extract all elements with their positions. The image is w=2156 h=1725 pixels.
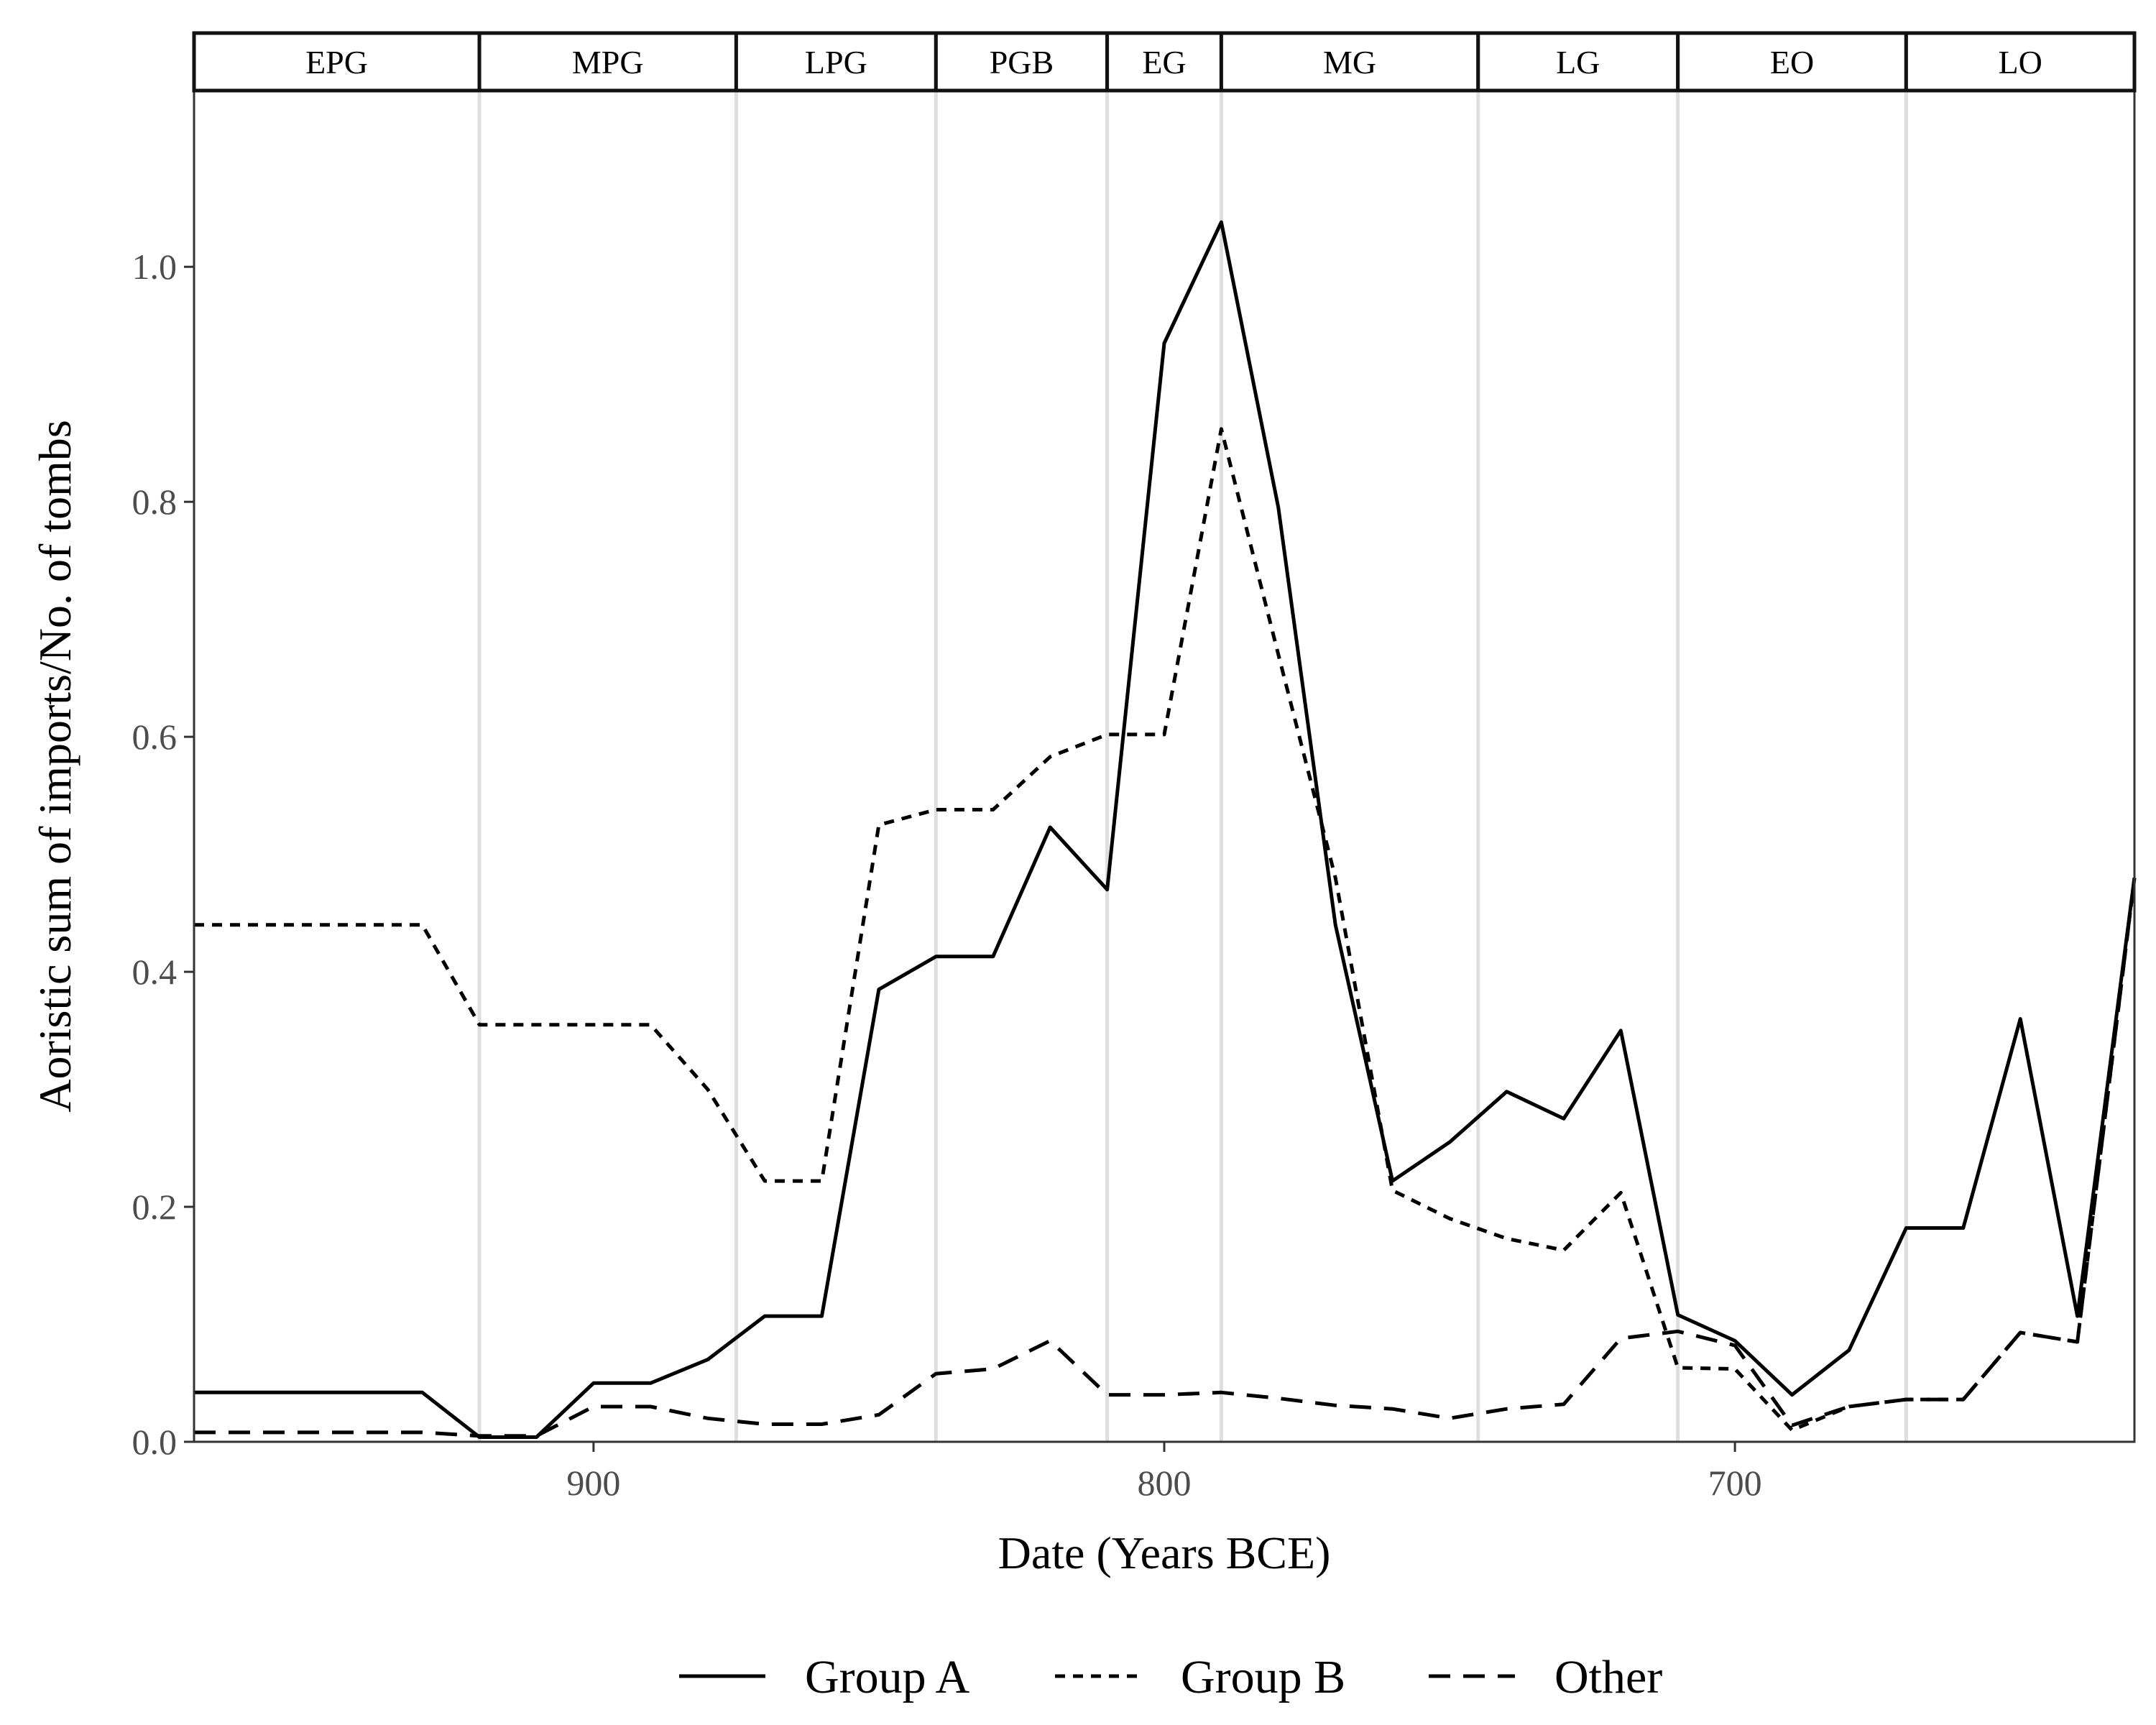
x-tick-label: 800 [1138, 1463, 1192, 1503]
period-cell [1105, 31, 1223, 93]
y-tick-label: 0.2 [132, 1187, 178, 1227]
series-line-group-b [194, 427, 2137, 1432]
legend: Group A Group B Other [679, 1651, 1662, 1703]
period-label: EPG [305, 44, 368, 80]
y-tick-label: 0.6 [132, 717, 178, 757]
x-tick-label: 700 [1708, 1463, 1762, 1503]
period-label: MG [1323, 44, 1376, 80]
period-strip: EPG MPG LPG PGB EG MG LG EO LO [192, 31, 2137, 93]
period-cell [934, 31, 1110, 93]
series-lines [194, 220, 2137, 1439]
period-label: PGB [990, 44, 1054, 80]
period-cell [1219, 31, 1480, 93]
x-tick-label: 900 [566, 1463, 620, 1503]
y-axis-title: Aoristic sum of imports/No. of tombs [29, 420, 80, 1113]
x-axis: 900 800 700 [566, 1442, 1762, 1503]
period-cell [1904, 31, 2137, 93]
legend-label: Other [1554, 1651, 1662, 1703]
y-tick-label: 0.8 [132, 482, 178, 522]
period-label: LO [1999, 44, 2042, 80]
y-tick-label: 0.4 [132, 952, 178, 992]
x-axis-title: Date (Years BCE) [998, 1527, 1331, 1578]
legend-label: Group A [805, 1651, 970, 1703]
period-cell [192, 31, 482, 93]
period-label: LG [1556, 44, 1600, 80]
period-cell [477, 31, 738, 93]
y-axis: 0.0 0.2 0.4 0.6 0.8 1.0 [132, 247, 194, 1462]
period-label: LPG [805, 44, 867, 80]
period-label: MPG [572, 44, 644, 80]
y-tick-label: 1.0 [132, 247, 178, 287]
y-tick-label: 0.0 [132, 1422, 178, 1462]
period-cell [1476, 31, 1680, 93]
legend-label: Group B [1181, 1651, 1345, 1703]
series-line-other [194, 877, 2137, 1438]
period-boundaries [477, 91, 1908, 1442]
period-label: EG [1142, 44, 1186, 80]
period-label: EO [1770, 44, 1814, 80]
period-cell [734, 31, 938, 93]
